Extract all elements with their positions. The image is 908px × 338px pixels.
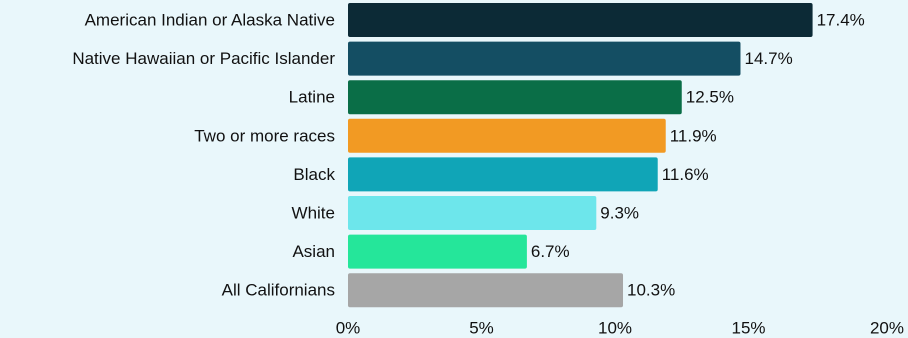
category-label-black: Black [293,165,335,184]
value-label-white: 9.3% [600,204,639,223]
category-label-native-hawaiian-or-pacific-islander: Native Hawaiian or Pacific Islander [72,49,335,68]
value-label-american-indian-or-alaska-native: 17.4% [817,11,865,30]
x-tick-label-0: 0% [336,319,361,338]
value-label-black: 11.6% [662,165,709,184]
x-tick-label-15: 15% [731,319,765,338]
value-labels: 17.4% 14.7% 12.5% 11.9% 11.6% 9.3% 6.7% 10.3% [531,11,865,300]
category-label-white: White [292,204,335,223]
x-tick-label-20: 20% [870,319,904,338]
x-axis-ticks: 0% 5% 10% 15% 20% [336,319,904,338]
category-label-american-indian-or-alaska-native: American Indian or Alaska Native [85,11,335,30]
bar-asian [348,234,527,269]
bar-white [348,196,597,230]
value-label-native-hawaiian-or-pacific-islander: 14.7% [744,49,792,68]
category-label-latine: Latine [289,88,335,107]
x-tick-label-5: 5% [469,319,494,338]
bar-all-californians [348,273,624,308]
category-label-all-californians: All Californians [222,281,335,300]
value-label-two-or-more-races: 11.9% [670,126,717,145]
bar-two-or-more-races [348,118,666,153]
bars-group [348,3,813,308]
value-label-all-californians: 10.3% [627,281,675,300]
value-label-asian: 6.7% [531,242,570,261]
bar-black [348,157,658,192]
bar-american-indian-or-alaska-native [348,3,813,37]
value-label-latine: 12.5% [686,88,734,107]
category-labels: American Indian or Alaska Native Native H… [72,11,335,300]
bar-native-hawaiian-or-pacific-islander [348,41,741,76]
category-label-asian: Asian [292,242,335,261]
x-tick-label-10: 10% [598,319,632,338]
bar-latine [348,80,682,115]
category-label-two-or-more-races: Two or more races [194,126,335,145]
